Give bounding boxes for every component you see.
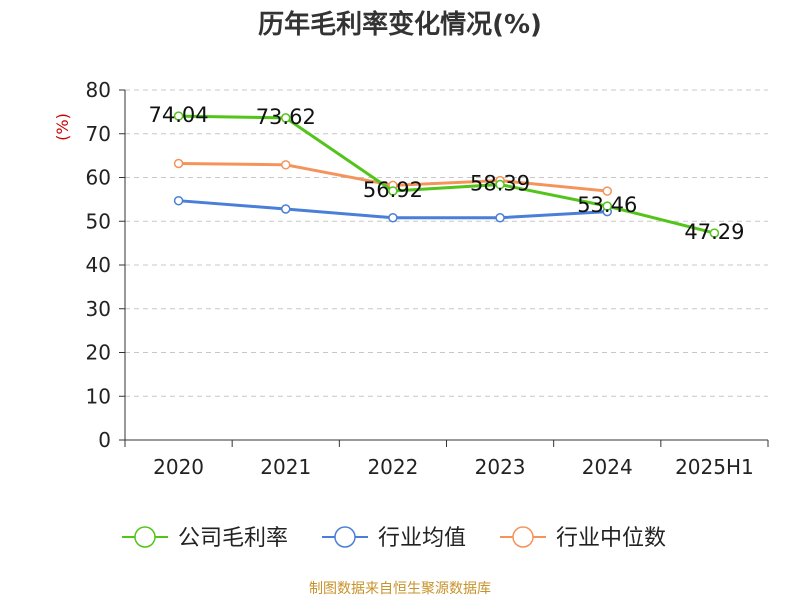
legend-marker bbox=[512, 526, 534, 548]
x-tick-label: 2020 bbox=[153, 455, 204, 479]
y-tick-label: 20 bbox=[86, 341, 111, 365]
data-point bbox=[495, 213, 505, 223]
data-point bbox=[495, 179, 505, 190]
x-tick-label: 2023 bbox=[475, 455, 526, 479]
x-tick-label: 2021 bbox=[260, 455, 311, 479]
data-label: 47.29 bbox=[684, 220, 744, 244]
y-axis-label: (%) bbox=[53, 113, 72, 141]
x-tick-label: 2025H1 bbox=[675, 455, 754, 479]
data-point bbox=[388, 186, 398, 196]
y-tick-label: 50 bbox=[86, 209, 111, 233]
y-tick-label: 70 bbox=[86, 122, 111, 146]
y-tick-label: 0 bbox=[98, 428, 111, 452]
data-point bbox=[281, 204, 291, 214]
data-point bbox=[281, 160, 291, 170]
source-footer: 制图数据来自恒生聚源数据库 bbox=[309, 581, 491, 597]
x-tick-label: 2024 bbox=[582, 455, 633, 479]
legend-marker bbox=[134, 526, 156, 548]
data-label: 58.39 bbox=[470, 172, 530, 196]
data-point bbox=[602, 201, 612, 211]
data-point bbox=[173, 111, 184, 121]
legend-label: 行业均值 bbox=[378, 526, 466, 551]
y-tick-label: 40 bbox=[86, 253, 111, 277]
y-tick-label: 60 bbox=[86, 166, 111, 190]
legend-label: 公司毛利率 bbox=[178, 526, 288, 551]
data-label: 74.04 bbox=[149, 103, 209, 127]
data-label: 56.92 bbox=[363, 178, 423, 202]
data-point bbox=[388, 213, 398, 223]
chart-title: 历年毛利率变化情况(%) bbox=[258, 10, 542, 40]
data-label: 73.62 bbox=[256, 105, 316, 129]
data-point bbox=[281, 113, 291, 123]
x-tick-label: 2022 bbox=[367, 455, 418, 479]
y-tick-label: 80 bbox=[86, 78, 111, 102]
data-point bbox=[709, 228, 720, 238]
series-line bbox=[178, 114, 715, 235]
legend-marker bbox=[334, 526, 356, 548]
data-point bbox=[173, 158, 184, 169]
data-point bbox=[602, 186, 612, 196]
y-tick-label: 30 bbox=[86, 297, 111, 321]
data-label: 53.46 bbox=[577, 193, 637, 217]
y-tick-label: 10 bbox=[86, 384, 111, 408]
data-point bbox=[173, 195, 184, 206]
legend-label: 行业中位数 bbox=[556, 526, 666, 551]
